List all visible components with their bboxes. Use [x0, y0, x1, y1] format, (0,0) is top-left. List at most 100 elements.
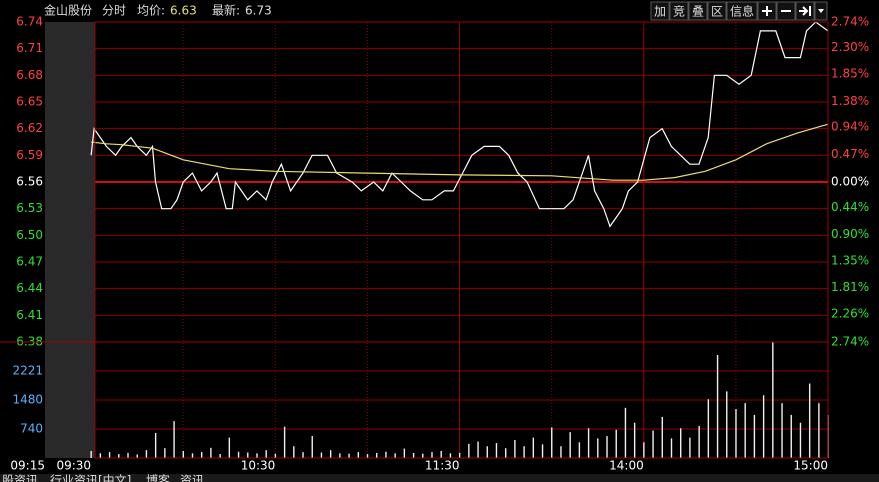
volume-bar	[431, 452, 433, 458]
y-tick-label: 6.53	[16, 201, 43, 215]
volume-bar	[283, 426, 286, 458]
volume-bar	[403, 448, 406, 458]
volume-bar	[468, 443, 470, 458]
volume-bar	[698, 425, 700, 458]
volume-bar	[90, 450, 92, 458]
y-tick-label: 6.44	[16, 281, 43, 295]
volume-bar	[569, 432, 571, 458]
volume-bar	[293, 446, 295, 458]
y2-tick-label: 2.26%	[831, 306, 869, 320]
toolbar: 加 竞 叠 区 信息	[650, 1, 828, 21]
y2-tick-label: 2.30%	[831, 40, 869, 54]
volume-bar	[182, 450, 184, 458]
volume-bar	[357, 452, 359, 458]
button-label[interactable]: 区	[711, 5, 723, 19]
volume-bar	[422, 453, 424, 458]
volume-bar	[394, 453, 396, 458]
y-tick-label: 1480	[12, 393, 43, 407]
volume-bar	[247, 452, 249, 458]
tab[interactable]: 行业资讯[中文]	[50, 473, 131, 482]
volume-bar	[99, 453, 102, 458]
plus-icon	[762, 6, 772, 16]
volume-bar	[495, 443, 498, 458]
volume-bar	[624, 407, 627, 458]
plot-frame	[94, 21, 829, 459]
tabs: 股资讯 行业资讯[中文] 博客 资讯	[0, 473, 879, 482]
volume-bar	[302, 452, 304, 458]
volume-bar	[680, 428, 682, 458]
stock-name: 金山股份	[44, 3, 92, 18]
y2-tick-label: 2.74%	[831, 335, 869, 349]
button[interactable]	[707, 1, 727, 21]
volume-bar	[219, 454, 221, 458]
y2-tick-label: 0.47%	[831, 147, 869, 161]
y-tick-label: 6.65	[16, 95, 43, 109]
volume-bar	[440, 450, 442, 458]
volume-bar	[597, 438, 599, 458]
volume-bar	[578, 442, 581, 458]
button-label[interactable]: 加	[654, 5, 666, 19]
volume-bar	[726, 391, 728, 458]
volume-bar	[661, 416, 663, 458]
button[interactable]	[650, 1, 670, 21]
volume-bar	[606, 436, 608, 458]
x-tick-label: 14:00	[609, 459, 644, 473]
volume-bar	[366, 454, 369, 458]
tab-bar	[0, 474, 879, 482]
volume-bar	[652, 430, 654, 458]
volume-bar	[781, 403, 783, 458]
y2-tick-label: 1.38%	[831, 94, 869, 108]
volume-bar	[799, 422, 802, 458]
avg-value: 6.63	[170, 4, 197, 18]
volume-bar	[735, 409, 737, 458]
button-label[interactable]: 叠	[692, 5, 704, 19]
volume-bar	[689, 437, 691, 458]
y2-tick-label: 0.94%	[831, 120, 869, 134]
y-tick-label: 6.47	[16, 255, 43, 269]
button[interactable]	[688, 1, 708, 21]
y-tick-label: 6.50	[16, 228, 43, 242]
volume-bar	[164, 448, 166, 458]
y2-tick-label: 0.44%	[831, 200, 869, 214]
volume-bar	[118, 454, 120, 458]
volume-bar	[228, 437, 231, 458]
volume-bar	[790, 414, 792, 458]
volume-bar	[210, 447, 212, 458]
last-label: 最新:	[212, 3, 240, 18]
button[interactable]	[726, 1, 758, 21]
volume-bar	[615, 429, 617, 458]
volume-bar	[541, 444, 544, 458]
y-tick-label: 6.71	[16, 41, 43, 55]
volume-bar	[201, 452, 203, 458]
button[interactable]	[669, 1, 689, 21]
volume-bar	[486, 446, 488, 458]
volume-bar	[173, 421, 175, 458]
tab[interactable]: 资讯	[180, 474, 204, 482]
volume-bar	[523, 446, 525, 458]
y2-tick-label: 0.00%	[831, 175, 869, 189]
volume-bar	[339, 453, 341, 458]
y-tick-label: 6.56	[16, 175, 43, 189]
volume-bar	[633, 422, 636, 458]
button-label[interactable]: 信息	[730, 4, 754, 19]
volume-bar	[320, 452, 323, 458]
volume-bar	[458, 452, 461, 458]
volume-bar	[707, 399, 710, 458]
x-tick-label: 15:00	[793, 459, 828, 473]
volume-bar	[514, 439, 516, 458]
volume-bar	[108, 452, 111, 458]
volume-bar	[412, 452, 415, 458]
y2-tick-label: 0.90%	[831, 227, 869, 241]
tab[interactable]: 博客	[146, 473, 170, 482]
volume-bar	[587, 428, 590, 458]
volume-bar	[744, 403, 746, 458]
button-label[interactable]: 竞	[673, 5, 685, 19]
volume-bar	[265, 450, 267, 458]
volume-bar	[376, 452, 378, 458]
y2-tick-label: 1.81%	[831, 280, 869, 294]
volume-bar	[237, 451, 240, 458]
tab[interactable]: 股资讯	[2, 474, 38, 482]
volume-bar	[274, 453, 277, 458]
